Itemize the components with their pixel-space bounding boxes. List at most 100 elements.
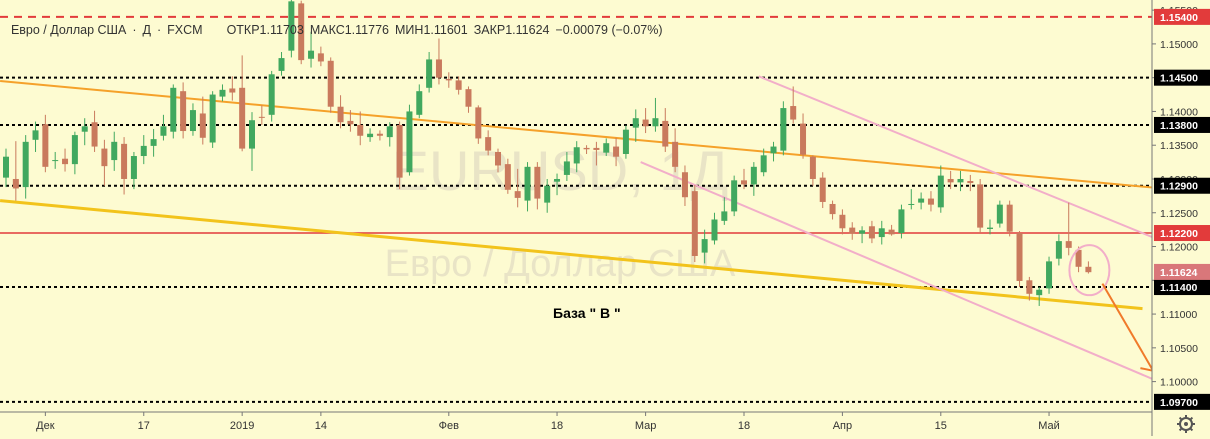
candle-body[interactable]	[849, 227, 856, 234]
candle-body[interactable]	[71, 135, 78, 165]
candle-body[interactable]	[583, 147, 590, 150]
candle-body[interactable]	[268, 74, 275, 115]
candle-body[interactable]	[681, 172, 688, 198]
candle-body[interactable]	[534, 166, 541, 199]
candle-body[interactable]	[475, 107, 482, 139]
candle-body[interactable]	[691, 191, 698, 256]
candle-body[interactable]	[504, 164, 511, 190]
candle-body[interactable]	[52, 160, 59, 162]
candle-body[interactable]	[357, 124, 364, 136]
candle-body[interactable]	[937, 175, 944, 208]
candle-body[interactable]	[741, 180, 747, 185]
candle-body[interactable]	[800, 123, 807, 155]
candle-body[interactable]	[859, 230, 866, 234]
candle-body[interactable]	[711, 219, 718, 241]
candle-body[interactable]	[180, 91, 187, 132]
candle-body[interactable]	[455, 80, 462, 90]
candle-body[interactable]	[435, 59, 442, 78]
candle-body[interactable]	[386, 126, 393, 138]
candle-body[interactable]	[91, 122, 98, 147]
candle-body[interactable]	[603, 143, 610, 153]
candle-body[interactable]	[101, 148, 108, 167]
chart-settings-button[interactable]	[1176, 414, 1196, 434]
candle-body[interactable]	[672, 141, 679, 167]
candle-body[interactable]	[987, 227, 993, 229]
candle-body[interactable]	[81, 126, 88, 132]
candle-body[interactable]	[947, 178, 954, 183]
candle-body[interactable]	[12, 178, 19, 189]
candle-body[interactable]	[967, 181, 974, 184]
candle-body[interactable]	[229, 88, 236, 93]
candle-body[interactable]	[111, 141, 118, 161]
candle-body[interactable]	[524, 166, 531, 201]
candle-body[interactable]	[770, 146, 777, 154]
candle-body[interactable]	[701, 239, 708, 253]
candle-body[interactable]	[367, 133, 374, 138]
candle-body[interactable]	[62, 158, 69, 165]
candle-body[interactable]	[721, 211, 728, 221]
candle-body[interactable]	[593, 147, 600, 150]
pink-channel-upper[interactable]	[758, 75, 1163, 243]
candle-body[interactable]	[170, 87, 177, 132]
candle-body[interactable]	[918, 198, 925, 203]
candle-body[interactable]	[485, 137, 492, 151]
candle-body[interactable]	[977, 184, 984, 228]
candle-body[interactable]	[317, 53, 324, 62]
candle-body[interactable]	[327, 60, 334, 107]
candle-body[interactable]	[888, 229, 895, 235]
candle-body[interactable]	[3, 156, 9, 178]
candle-body[interactable]	[1016, 233, 1023, 281]
candle-body[interactable]	[121, 143, 128, 179]
forecast-arrow[interactable]	[1101, 283, 1154, 370]
candle-body[interactable]	[150, 139, 157, 146]
candle-body[interactable]	[760, 155, 767, 173]
highlight-circle[interactable]	[1068, 244, 1111, 297]
candle-body[interactable]	[445, 79, 452, 81]
candle-body[interactable]	[189, 110, 196, 132]
candle-body[interactable]	[544, 185, 551, 203]
candle-body[interactable]	[130, 156, 137, 179]
candle-body[interactable]	[622, 129, 629, 154]
orange-trendline[interactable]	[0, 80, 1163, 190]
candle-body[interactable]	[1085, 266, 1092, 273]
candle-body[interactable]	[780, 108, 787, 151]
candle-body[interactable]	[465, 89, 472, 107]
candle-body[interactable]	[750, 166, 757, 185]
candle-body[interactable]	[308, 50, 315, 59]
candle-body[interactable]	[32, 130, 39, 140]
candle-body[interactable]	[22, 141, 29, 188]
candle-body[interactable]	[396, 124, 403, 178]
candle-body[interactable]	[239, 87, 246, 149]
candle-body[interactable]	[731, 180, 738, 212]
candle-body[interactable]	[1036, 289, 1043, 296]
candle-body[interactable]	[839, 214, 846, 229]
candle-body[interactable]	[199, 113, 206, 138]
candle-body[interactable]	[406, 111, 413, 173]
candle-body[interactable]	[416, 91, 423, 115]
candle-body[interactable]	[376, 133, 383, 136]
candle-body[interactable]	[809, 156, 816, 179]
candle-body[interactable]	[632, 118, 639, 128]
candle-body[interactable]	[160, 126, 167, 136]
candle-body[interactable]	[1026, 280, 1033, 294]
candle-body[interactable]	[898, 209, 905, 234]
candle-body[interactable]	[819, 177, 826, 202]
candle-body[interactable]	[249, 120, 255, 149]
candle-body[interactable]	[662, 120, 669, 147]
candle-body[interactable]	[495, 151, 501, 166]
candle-body[interactable]	[908, 203, 915, 205]
candle-body[interactable]	[573, 147, 580, 164]
candle-body[interactable]	[652, 118, 659, 127]
candle-body[interactable]	[996, 204, 1003, 224]
candle-body[interactable]	[927, 198, 934, 205]
candle-body[interactable]	[868, 226, 875, 239]
candle-body[interactable]	[258, 116, 265, 118]
candle-body[interactable]	[514, 191, 521, 198]
candle-body[interactable]	[140, 145, 147, 157]
candle-body[interactable]	[298, 3, 305, 61]
candle-body[interactable]	[613, 146, 620, 157]
candle-body[interactable]	[288, 1, 295, 51]
candle-body[interactable]	[42, 124, 49, 167]
candle-body[interactable]	[642, 119, 649, 127]
